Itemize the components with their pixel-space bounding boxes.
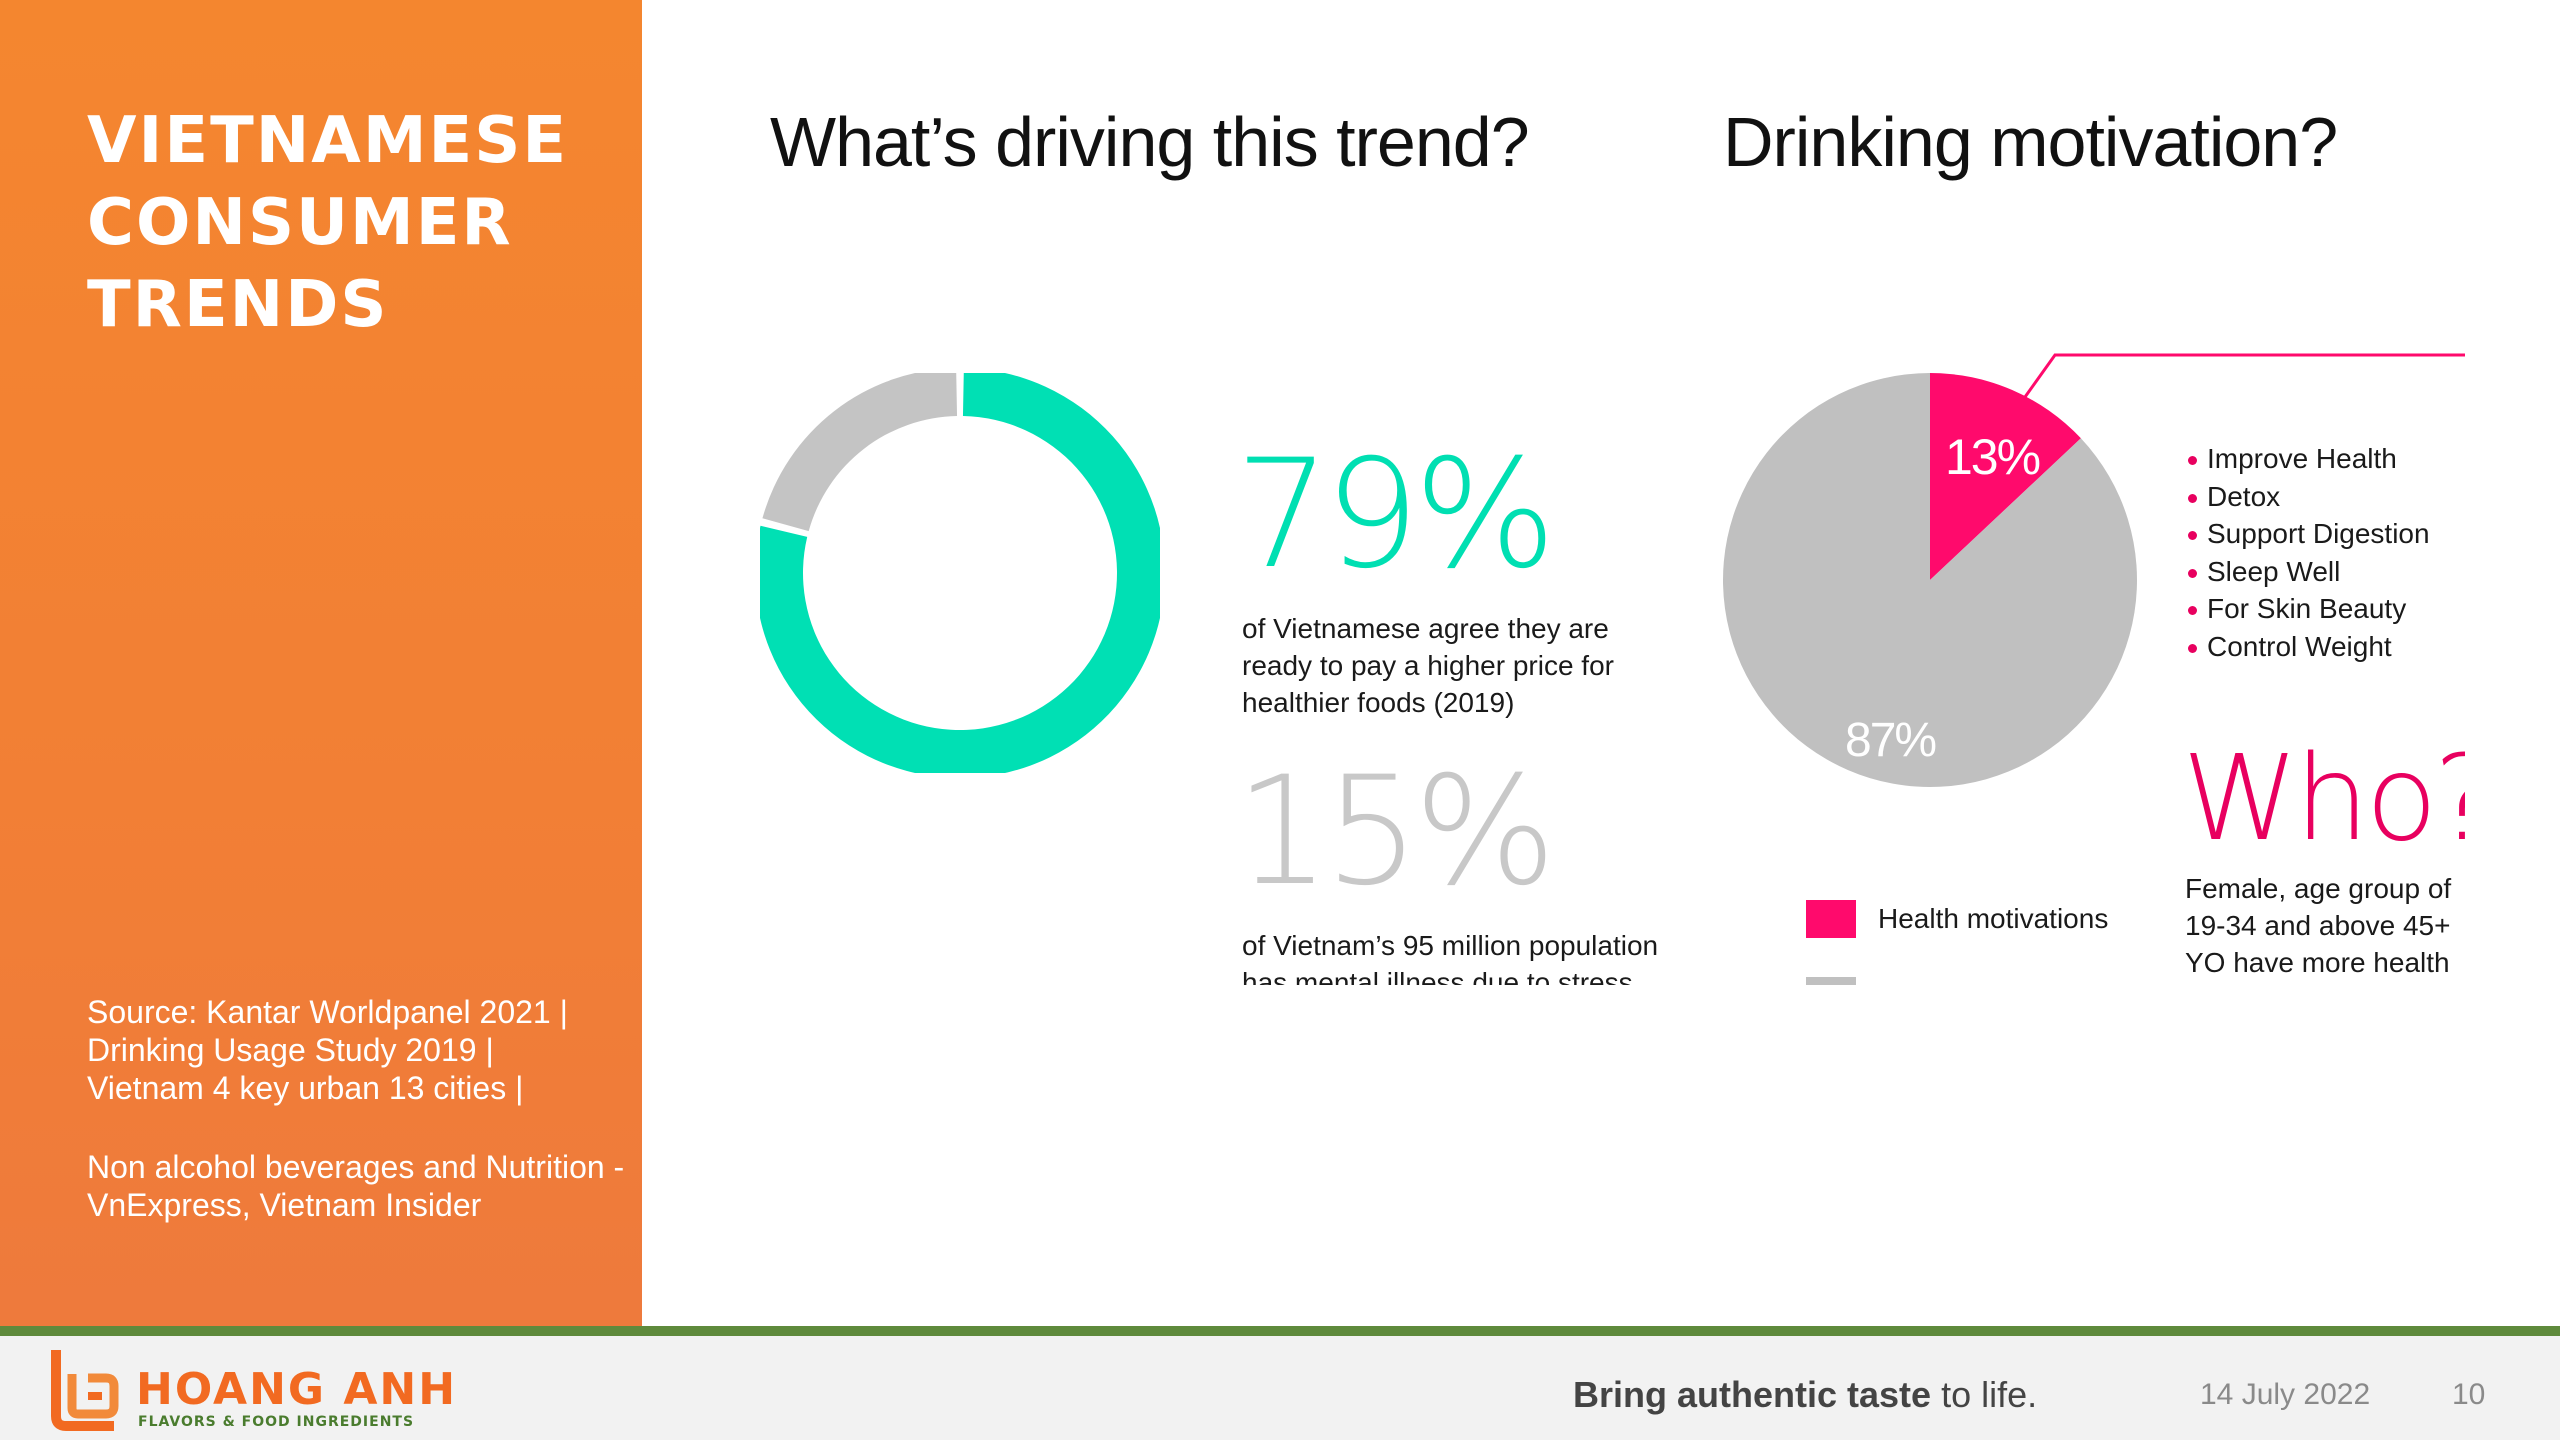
footer-divider [0,1326,2560,1336]
donut-segment [762,373,958,532]
stat1-text: of Vietnamese agree they are ready to pa… [1242,613,1614,718]
pie-label-other: 87% [1845,714,1937,767]
who-text: Female, age group of 19-34 and above 45+… [2185,873,2452,978]
tagline-rest: to life. [1931,1374,2038,1415]
motivation-list: Improve Health Detox Support Digestion Slee… [2185,440,2430,665]
motivation-item: Control Weight [2185,628,2430,666]
tagline-bold: Bring authentic taste [1573,1374,1932,1415]
sidebar-title: VIETNAMESE CONSUMER TRENDS [87,104,569,342]
motivation-item: Detox [2185,478,2430,516]
hoang-anh-logo-icon [51,1350,119,1431]
right-heading: Drinking motivation? [1723,103,2338,181]
content-panel: What’s driving this trend? Drinking moti… [745,95,2465,985]
stat2-text: of Vietnam’s 95 million population has m… [1242,930,1659,985]
footer: HOANG ANH FLAVORS & FOOD INGREDIENTS Bri… [0,1336,2560,1440]
callout-line [2023,353,2465,398]
left-heading: What’s driving this trend? [770,103,1530,181]
donut-chart [760,373,1160,773]
tagline: Bring authentic taste to life. [1573,1374,2037,1416]
brand-subtitle: FLAVORS & FOOD INGREDIENTS [138,1414,415,1430]
motivation-item: Improve Health [2185,440,2430,478]
motivation-item: Sleep Well [2185,553,2430,591]
motivation-item: For Skin Beauty [2185,590,2430,628]
pie-slice [1723,373,2137,787]
legend-label-health: Health motivations [1878,903,2109,934]
brand-name: HOANG ANH [136,1364,458,1415]
sidebar-notes: Non alcohol beverages and Nutrition - Vn… [87,1149,625,1223]
stat1-value: 79% [1235,428,1556,602]
legend-swatch-other [1806,977,1856,985]
legend-health: Health motivations [1806,900,2108,938]
pie-chart [1723,373,2137,787]
motivation-item: Support Digestion [2185,515,2430,553]
pie-slice [1930,373,2081,580]
slide-date: 14 July 2022 [2200,1378,2371,1411]
sidebar-source: Source: Kantar Worldpanel 2021 | Drinkin… [87,994,568,1106]
sidebar: VIETNAMESE CONSUMER TRENDS Source: Kanta… [0,0,642,1326]
legend-swatch-health [1806,900,1856,938]
stat2-value: 15% [1235,745,1556,919]
page-number: 10 [2452,1378,2486,1411]
who-heading: Who? [2182,729,2465,867]
pie-label-health: 13% [1945,429,2041,485]
